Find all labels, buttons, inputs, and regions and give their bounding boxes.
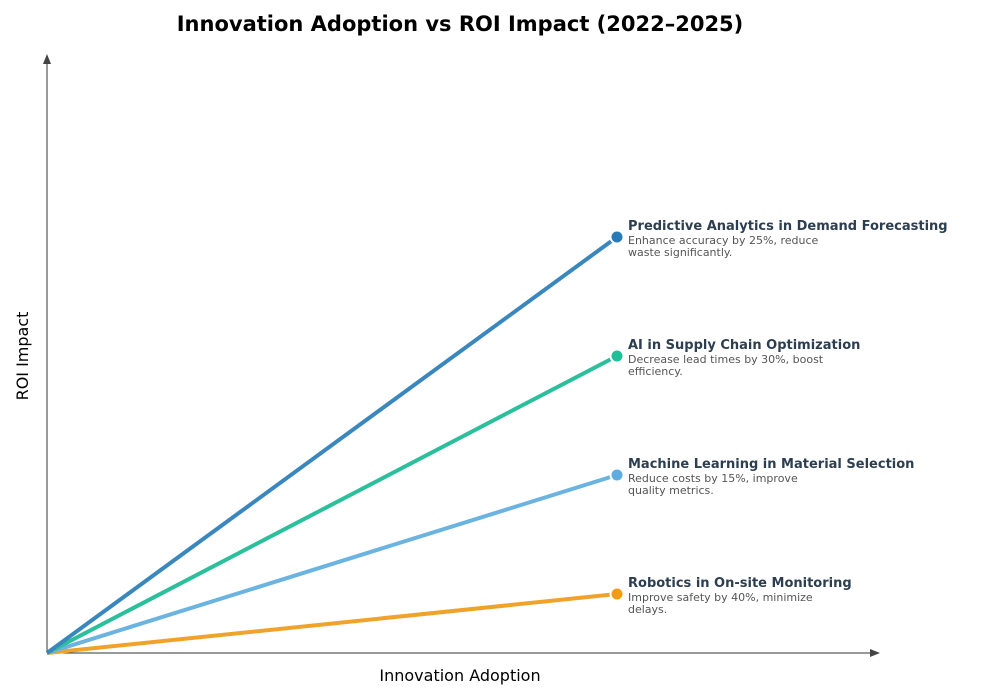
- item: Machine Learning in Material Selection R…: [628, 457, 988, 497]
- trend-line: [45, 235, 619, 655]
- item-label: Predictive Analytics in Demand Forecasti…: [628, 219, 948, 234]
- x-axis-label: Innovation Adoption: [379, 666, 540, 685]
- item: Predictive Analytics in Demand Forecasti…: [628, 219, 988, 259]
- trend-line: [46, 354, 618, 655]
- y-arrow: [43, 54, 51, 64]
- item: AI in Supply Chain Optimization Decrease…: [628, 338, 988, 378]
- item-description: Improve safety by 40%, minimize delays.: [628, 591, 813, 616]
- item-description: Enhance accuracy by 25%, reduce waste si…: [628, 234, 819, 259]
- item-label: Machine Learning in Material Selection: [628, 457, 915, 472]
- trend-line: [46, 592, 618, 655]
- item: Robotics in On-site Monitoring Improve s…: [628, 576, 988, 616]
- item-label: AI in Supply Chain Optimization: [628, 338, 861, 353]
- y-axis-label: ROI Impact: [13, 312, 32, 401]
- item-description: Decrease lead times by 30%, boost effici…: [628, 353, 824, 378]
- point: [609, 348, 625, 364]
- item-description: Reduce costs by 15%, improve quality met…: [628, 472, 798, 497]
- point: [609, 229, 625, 245]
- point: [609, 586, 625, 602]
- item-label: Robotics in On-site Monitoring: [628, 576, 852, 591]
- point: [609, 467, 625, 483]
- x-arrow: [870, 649, 880, 657]
- trend-line: [46, 473, 618, 655]
- title: Innovation Adoption vs ROI Impact (2022–…: [177, 12, 744, 36]
